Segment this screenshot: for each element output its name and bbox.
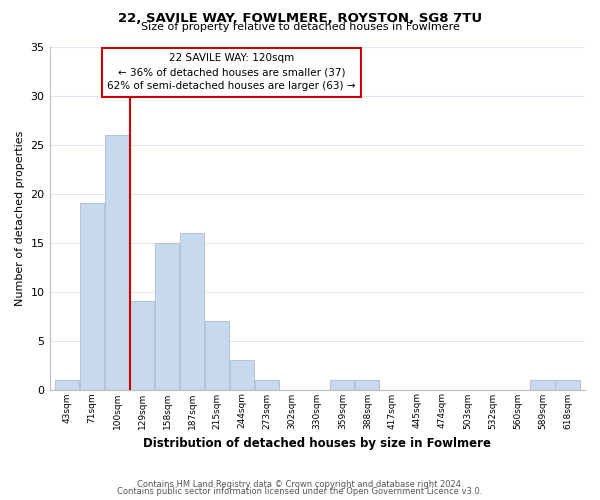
Bar (130, 302, 154, 390)
Bar (255, 380, 280, 390)
Text: 22 SAVILE WAY: 120sqm
← 36% of detached houses are smaller (37)
62% of semi-deta: 22 SAVILE WAY: 120sqm ← 36% of detached … (107, 54, 356, 92)
Text: Contains public sector information licensed under the Open Government Licence v3: Contains public sector information licen… (118, 487, 482, 496)
Y-axis label: Number of detached properties: Number of detached properties (15, 130, 25, 306)
X-axis label: Distribution of detached houses by size in Fowlmere: Distribution of detached houses by size … (143, 437, 491, 450)
Text: 22, SAVILE WAY, FOWLMERE, ROYSTON, SG8 7TU: 22, SAVILE WAY, FOWLMERE, ROYSTON, SG8 7… (118, 12, 482, 26)
Bar (330, 380, 355, 390)
Bar (230, 360, 254, 390)
Bar (155, 242, 179, 390)
Bar (530, 380, 554, 390)
Text: Size of property relative to detached houses in Fowlmere: Size of property relative to detached ho… (140, 22, 460, 32)
Bar (180, 232, 204, 390)
Bar (355, 380, 379, 390)
Text: Contains HM Land Registry data © Crown copyright and database right 2024.: Contains HM Land Registry data © Crown c… (137, 480, 463, 489)
Bar (55, 380, 79, 390)
Bar (556, 380, 580, 390)
Bar (205, 321, 229, 390)
Bar (80, 204, 104, 390)
Bar (105, 134, 129, 390)
